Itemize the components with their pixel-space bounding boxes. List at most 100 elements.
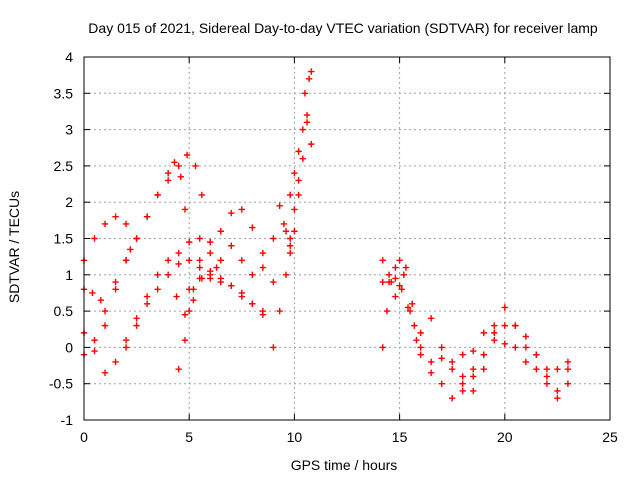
data-point bbox=[470, 365, 477, 373]
series-track-d bbox=[80, 159, 189, 344]
data-point bbox=[101, 220, 109, 228]
data-point bbox=[217, 275, 224, 282]
data-point bbox=[259, 264, 267, 271]
data-point bbox=[501, 340, 508, 347]
data-point bbox=[249, 271, 256, 278]
data-point bbox=[127, 246, 134, 253]
data-point bbox=[112, 278, 119, 286]
data-point bbox=[564, 358, 572, 366]
data-point bbox=[164, 177, 172, 184]
grid bbox=[84, 57, 610, 420]
data-point bbox=[175, 249, 182, 257]
data-point bbox=[564, 380, 572, 387]
data-point bbox=[299, 126, 307, 133]
series-track-o bbox=[379, 271, 477, 402]
data-point bbox=[385, 271, 393, 278]
y-tick-label: 0 bbox=[65, 339, 73, 355]
data-point bbox=[101, 369, 109, 377]
data-point bbox=[491, 329, 498, 337]
data-point bbox=[299, 155, 307, 162]
data-point bbox=[438, 355, 445, 362]
x-axis-label: GPS time / hours bbox=[291, 457, 398, 473]
y-tick-label: 3 bbox=[65, 122, 73, 138]
x-tick-label: 5 bbox=[185, 429, 193, 445]
data-point bbox=[276, 202, 283, 210]
series-track-j bbox=[196, 202, 294, 282]
data-point bbox=[270, 235, 277, 242]
data-point bbox=[554, 365, 561, 373]
data-point bbox=[411, 322, 418, 329]
data-point bbox=[459, 373, 466, 380]
data-point bbox=[91, 336, 98, 344]
series-track-q bbox=[427, 315, 572, 395]
data-point bbox=[133, 322, 140, 329]
data-point bbox=[280, 220, 288, 228]
data-point bbox=[249, 224, 256, 231]
data-point bbox=[196, 264, 203, 271]
data-point bbox=[143, 293, 151, 300]
data-point bbox=[480, 329, 487, 337]
data-point bbox=[228, 242, 235, 249]
data-point bbox=[171, 159, 178, 166]
data-point bbox=[133, 315, 140, 322]
data-point bbox=[282, 228, 290, 235]
data-point bbox=[533, 351, 540, 358]
data-point bbox=[186, 286, 193, 293]
data-point bbox=[186, 307, 193, 315]
data-point bbox=[404, 304, 412, 311]
data-point bbox=[270, 344, 277, 351]
data-point bbox=[175, 162, 182, 170]
data-point bbox=[396, 257, 403, 264]
data-point bbox=[101, 322, 109, 329]
data-point bbox=[177, 173, 184, 180]
data-point bbox=[564, 365, 572, 373]
data-point bbox=[491, 336, 498, 344]
data-point bbox=[406, 307, 414, 315]
data-point bbox=[291, 206, 298, 213]
data-point bbox=[291, 228, 298, 235]
data-point bbox=[459, 387, 466, 395]
data-point bbox=[270, 278, 277, 286]
data-point bbox=[228, 209, 235, 217]
data-point bbox=[198, 191, 206, 199]
data-point bbox=[122, 220, 130, 228]
data-point bbox=[181, 311, 189, 318]
x-tick-label: 15 bbox=[392, 429, 408, 445]
series-track-m bbox=[286, 75, 313, 242]
data-point bbox=[192, 162, 199, 170]
data-point bbox=[164, 257, 172, 264]
data-point bbox=[409, 300, 416, 308]
data-point bbox=[295, 177, 302, 184]
data-point bbox=[480, 365, 487, 373]
data-point bbox=[385, 278, 393, 286]
data-point bbox=[249, 300, 256, 308]
data-point bbox=[449, 365, 456, 373]
data-point bbox=[449, 358, 456, 366]
y-tick-label: -1 bbox=[61, 412, 74, 428]
data-point bbox=[295, 191, 302, 199]
data-point bbox=[143, 300, 151, 308]
x-tick-label: 25 bbox=[602, 429, 618, 445]
data-point bbox=[196, 257, 203, 264]
data-point bbox=[427, 315, 435, 322]
series-track-l bbox=[280, 119, 315, 228]
data-point bbox=[392, 275, 399, 282]
data-point bbox=[413, 336, 420, 344]
data-point bbox=[112, 358, 119, 366]
data-point bbox=[207, 267, 214, 275]
data-point bbox=[491, 322, 498, 329]
data-point bbox=[143, 213, 151, 220]
data-point bbox=[286, 249, 294, 257]
data-point bbox=[154, 286, 161, 293]
data-point bbox=[112, 213, 119, 220]
data-point bbox=[383, 307, 391, 315]
series-track-c bbox=[80, 151, 206, 358]
data-point bbox=[396, 282, 403, 289]
y-tick-label: 2 bbox=[65, 194, 73, 210]
axis-ticks: 0 5 10 15 20 25 -1 -0.5 0 0.5 1 1.5 2 2.5 3 3.5 4 bbox=[49, 49, 618, 445]
data-point bbox=[512, 344, 519, 351]
data-point bbox=[470, 347, 477, 355]
data-point bbox=[154, 191, 161, 199]
data-point bbox=[89, 289, 96, 297]
